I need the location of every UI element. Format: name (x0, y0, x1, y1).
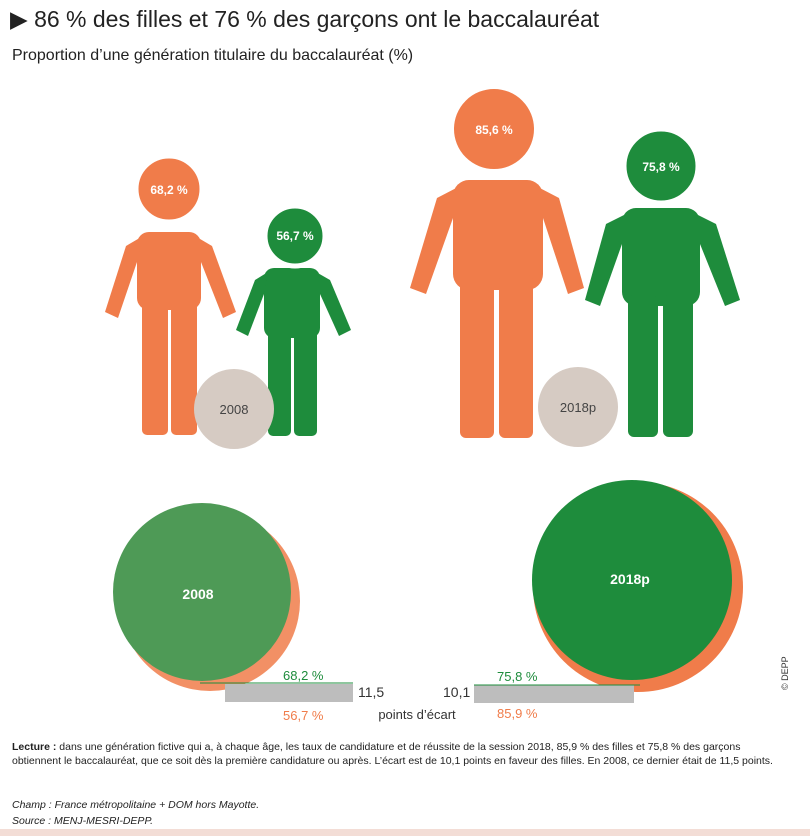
gap-label-2018-garcons: 75,8 % (497, 669, 538, 684)
circle-label-2008: 2008 (182, 586, 213, 602)
circle-2018-garcons (532, 480, 732, 680)
champ-note: Champ : France métropolitaine + DOM hors… (12, 799, 260, 811)
bottom-bar (0, 829, 810, 836)
gap-value-2008: 11,5 (358, 684, 384, 700)
figure-2018-garcons (585, 208, 740, 437)
figure-2018-filles (410, 180, 584, 438)
pictogram-chart: 68,2 % 56,7 % 2008 85,6 % 75,8 % 2018p (105, 83, 740, 449)
gap-label-2008-garcons: 68,2 % (283, 668, 324, 683)
circle-label-2018: 2018p (610, 571, 650, 587)
label-2008-filles: 68,2 % (150, 183, 188, 197)
label-2008-garcons: 56,7 % (276, 229, 314, 243)
head-2018-filles (448, 83, 540, 175)
lecture-text: dans une génération fictive qui a, à cha… (12, 741, 773, 767)
gap-bar-2018 (474, 685, 634, 703)
chart-title: ▶ 86 % des filles et 76 % des garçons on… (10, 6, 600, 32)
year-circle-2018 (538, 367, 618, 447)
gap-value-2018: 10,1 (443, 684, 470, 700)
figure-2008-filles (105, 232, 236, 435)
head-2018-garcons (621, 126, 701, 206)
gap-caption: points d’écart (378, 707, 456, 722)
circle-2008-garcons (113, 503, 291, 681)
year-label-2008: 2008 (220, 402, 249, 417)
gap-label-2018-filles: 85,9 % (497, 706, 538, 721)
source-note: Source : MENJ-MESRI-DEPP. (12, 815, 154, 827)
gap-label-2008-filles: 56,7 % (283, 708, 324, 723)
lecture-label: Lecture : (12, 741, 57, 753)
proportional-circles-chart: 2008 68,2 % 56,7 % 11,5 2018p 75,8 % 85,… (113, 480, 743, 723)
label-2018-garcons: 75,8 % (642, 160, 680, 174)
head-2008-filles (133, 153, 205, 225)
year-label-2018: 2018p (560, 400, 596, 415)
label-2018-filles: 85,6 % (475, 123, 513, 137)
head-2008-garcons (262, 203, 328, 269)
chart-subtitle: Proportion d’une génération titulaire du… (12, 47, 414, 64)
lecture-note: Lecture : dans une génération fictive qu… (12, 741, 782, 768)
year-circle-2008 (194, 369, 274, 449)
copyright-depp: © DEPP (780, 656, 790, 690)
gap-bar-2008 (225, 684, 353, 702)
